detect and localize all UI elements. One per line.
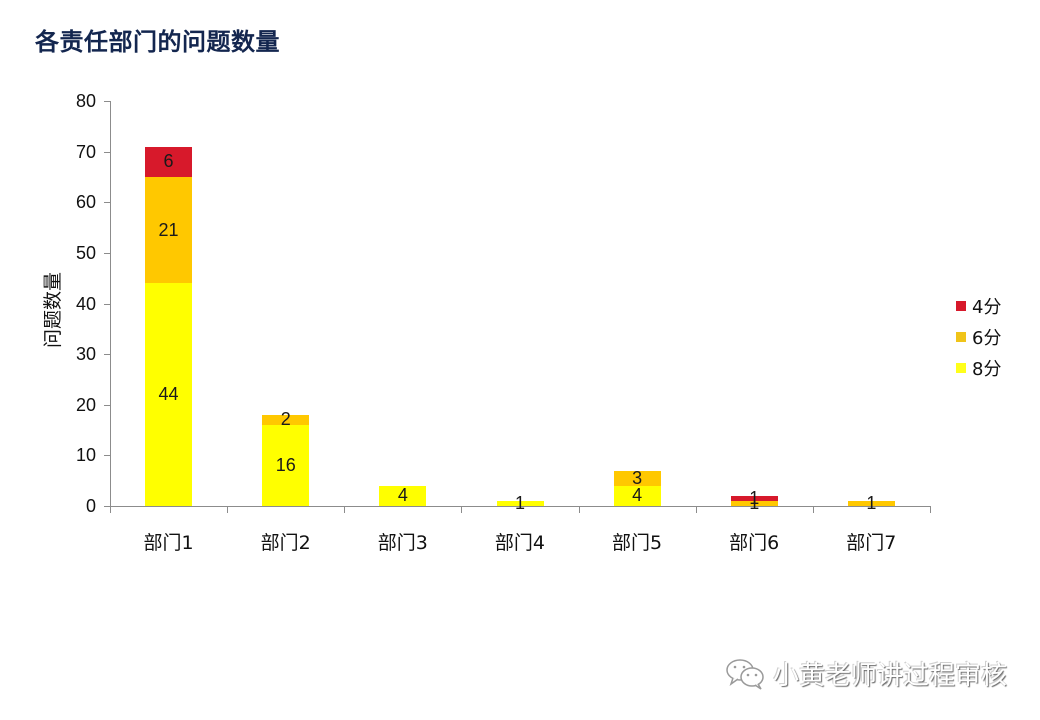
wechat-icon	[726, 658, 764, 690]
y-tick-label: 40	[75, 293, 96, 314]
data-label: 4	[632, 485, 643, 506]
data-label: 1	[749, 487, 760, 508]
data-label: 2	[280, 409, 291, 430]
y-tick-label: 30	[75, 344, 96, 365]
data-label: 1	[749, 492, 760, 513]
bar-segment: 21	[145, 176, 193, 284]
y-tick-mark	[104, 101, 110, 102]
data-label: 3	[632, 467, 643, 488]
bar-stack: 4	[379, 0, 427, 720]
bar-stack: 16 2	[262, 0, 310, 720]
bar-segment: 44	[145, 283, 193, 506]
legend-label: 8分	[972, 358, 1002, 380]
y-tick-mark	[104, 202, 110, 204]
x-tick-label: 部门2	[260, 532, 311, 554]
y-tick-mark	[104, 506, 110, 507]
data-label: 21	[158, 219, 179, 240]
x-tick-mark	[110, 506, 111, 513]
bar-stack: 44 21 6	[145, 0, 193, 720]
x-tick-label: 部门3	[377, 532, 428, 554]
x-tick-mark	[930, 506, 931, 513]
y-tick-label: 10	[75, 445, 96, 466]
data-label: 16	[275, 455, 296, 475]
x-tick-mark	[578, 506, 580, 513]
x-tick-mark	[344, 506, 346, 513]
x-tick-label: 部门5	[612, 532, 663, 554]
legend-item: 4分	[956, 290, 1001, 321]
chart-title: 各责任部门的问题数量	[35, 28, 280, 56]
x-tick-label: 部门4	[494, 532, 545, 554]
watermark: 小黄老师讲过程审核	[725, 655, 1007, 692]
y-tick-mark	[104, 455, 110, 457]
bar-segment: 3	[613, 467, 661, 488]
y-tick-mark	[104, 354, 110, 356]
bar-stack: 1	[847, 0, 895, 720]
bar-stack: 1	[496, 0, 544, 720]
y-tick-label: 80	[75, 91, 96, 111]
data-label: 44	[158, 384, 179, 405]
data-label: 1	[514, 492, 525, 513]
y-tick-label: 0	[85, 496, 96, 516]
bar-segment: 4	[613, 485, 661, 506]
y-tick-mark	[104, 252, 110, 254]
bar-segment: 16	[262, 425, 310, 506]
data-label: 4	[397, 485, 408, 506]
legend: 4分 6分 8分	[956, 290, 1001, 383]
y-tick-label: 60	[75, 192, 96, 213]
data-label: 1	[866, 492, 877, 513]
x-tick-label: 部门1	[143, 532, 194, 554]
watermark-text: 小黄老师讲过程审核	[773, 661, 1008, 691]
y-axis-title: 问题数量	[42, 271, 64, 348]
legend-item: 6分	[956, 321, 1001, 352]
bar-segment: 1	[730, 488, 778, 508]
y-tick-label: 70	[75, 141, 96, 162]
legend-label: 4分	[972, 296, 1002, 318]
y-tick-mark	[104, 303, 110, 305]
legend-swatch-icon	[956, 362, 966, 373]
x-tick-mark	[812, 506, 814, 513]
legend-label: 6分	[972, 327, 1002, 349]
bar-segment: 1	[730, 493, 778, 513]
y-tick-mark	[104, 404, 110, 406]
y-axis-line	[110, 101, 111, 507]
bar-segment: 1	[496, 493, 544, 513]
x-tick-label: 部门6	[729, 532, 780, 554]
bar-segment: 4	[379, 485, 427, 506]
legend-item: 8分	[956, 352, 1001, 383]
bar-segment: 2	[262, 409, 310, 429]
data-label: 6	[163, 151, 174, 172]
bar-segment: 1	[847, 493, 895, 513]
legend-swatch-icon	[956, 300, 966, 311]
x-axis-line	[104, 506, 931, 507]
y-tick-label: 20	[75, 394, 96, 415]
y-tick-label: 50	[75, 242, 96, 263]
x-tick-mark	[461, 506, 463, 513]
x-tick-label: 部门7	[846, 532, 897, 554]
x-tick-mark	[227, 506, 229, 513]
x-tick-mark	[695, 506, 697, 513]
legend-swatch-icon	[956, 331, 966, 342]
y-tick-mark	[104, 151, 110, 153]
bar-segment: 6	[145, 146, 193, 177]
